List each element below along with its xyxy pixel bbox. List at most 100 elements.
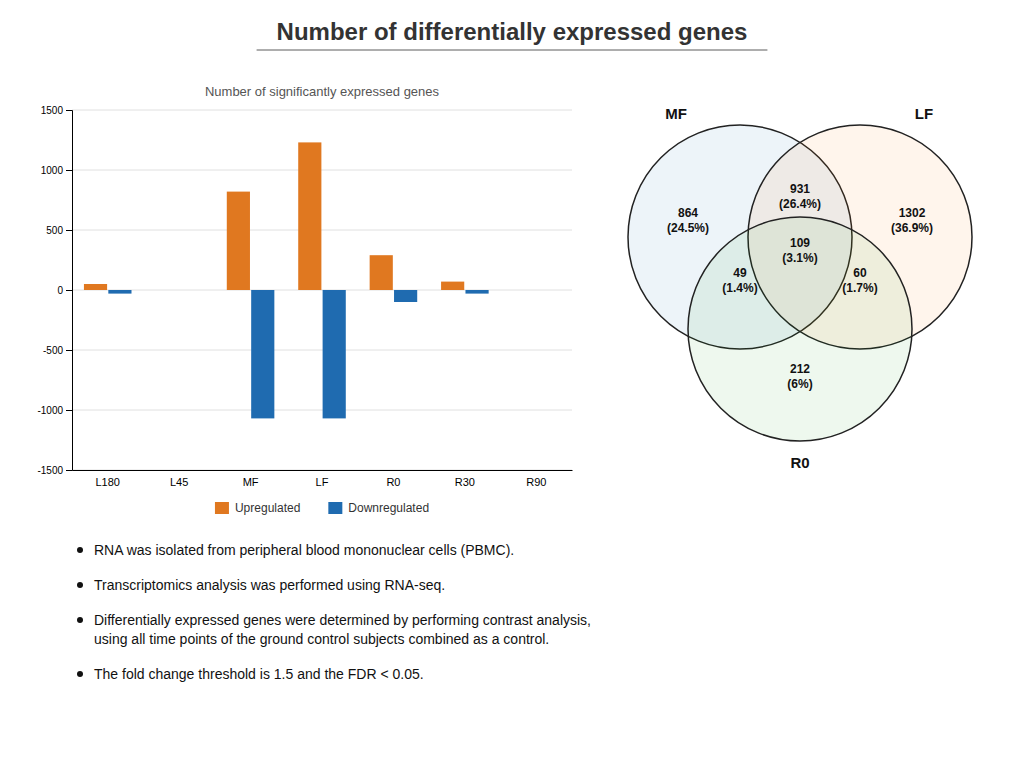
- tick-label: 1500: [41, 105, 64, 116]
- grid-line: [72, 110, 572, 111]
- venn-label: MF: [665, 105, 687, 122]
- region-percentage: (26.4%): [779, 197, 821, 211]
- chart-title: Number of significantly expressed genes: [205, 84, 440, 99]
- bar: [227, 192, 250, 290]
- bar: [155, 290, 178, 291]
- grid-line: [72, 350, 572, 351]
- region-value: 931: [790, 182, 810, 196]
- venn-region: 109(3.1%): [782, 236, 817, 265]
- region-percentage: (1.4%): [722, 281, 757, 295]
- bar: [180, 290, 203, 291]
- region-value: 212: [790, 362, 810, 376]
- x-axis: L180 L45 MF LF R0 R30 R90: [73, 470, 573, 488]
- notes: RNA was isolated from peripheral blood m…: [77, 542, 591, 682]
- grid-line: [72, 290, 572, 291]
- venn-label: R0: [790, 454, 809, 471]
- grid: [72, 110, 572, 470]
- grid-line: [72, 470, 572, 471]
- tick-label: -500: [43, 345, 63, 356]
- venn-region: 60(1.7%): [842, 266, 877, 295]
- note: Differentially expressed genes were dete…: [94, 612, 591, 647]
- legend-label: Downregulated: [348, 501, 429, 515]
- bar-chart: Number of significantly expressed genes -…: [37, 84, 572, 515]
- grid-line: [72, 410, 572, 411]
- tick-label: 0: [57, 285, 63, 296]
- bullet: [77, 582, 83, 588]
- tick-label: L180: [95, 476, 119, 488]
- tick-mark: [66, 290, 72, 291]
- grid-line: [72, 170, 572, 171]
- tick: L180: [95, 470, 119, 488]
- note: Transcriptomics analysis was performed u…: [94, 577, 445, 593]
- region-value: 1302: [899, 206, 926, 220]
- legend-item: Upregulated: [215, 501, 300, 515]
- venn-diagram: MFLFR0864(24.5%)1302(36.9%)931(26.4%)49(…: [628, 105, 972, 471]
- tick: -1000: [37, 405, 72, 416]
- tick: R90: [526, 470, 546, 488]
- tick-label: -1000: [37, 405, 63, 416]
- legend: Upregulated Downregulated: [215, 501, 429, 515]
- legend-item: Downregulated: [328, 501, 429, 515]
- tick: 500: [46, 225, 72, 236]
- venn-region: 864(24.5%): [667, 206, 709, 235]
- bar: [84, 284, 107, 290]
- tick-label: R30: [455, 476, 475, 488]
- series: [108, 290, 488, 418]
- region-percentage: (1.7%): [842, 281, 877, 295]
- region-percentage: (3.1%): [782, 251, 817, 265]
- tick-label: 500: [46, 225, 63, 236]
- tick-label: 1000: [41, 165, 64, 176]
- bar: [441, 282, 464, 290]
- grid-line: [72, 230, 572, 231]
- bar: [465, 290, 488, 294]
- note: RNA was isolated from peripheral blood m…: [94, 542, 514, 558]
- title-underline: [257, 50, 768, 51]
- tick: -1500: [37, 465, 72, 476]
- tick-label: LF: [316, 476, 329, 488]
- venn-circle: [688, 217, 912, 441]
- venn-region: 1302(36.9%): [891, 206, 933, 235]
- region-percentage: (24.5%): [667, 221, 709, 235]
- venn-region: 49(1.4%): [722, 266, 757, 295]
- bar: [537, 290, 560, 291]
- tick: LF: [316, 470, 329, 488]
- legend-swatch: [215, 502, 229, 514]
- tick: R30: [455, 470, 475, 488]
- tick-mark: [66, 470, 72, 471]
- y-axis: -1500 -1000 -500 0 500 1000 1500: [37, 105, 72, 476]
- venn-label: LF: [915, 105, 933, 122]
- tick-label: L45: [170, 476, 188, 488]
- tick-mark: [66, 170, 72, 171]
- tick: 1500: [41, 105, 72, 116]
- venn-region: 212(6%): [787, 362, 812, 391]
- tick-mark: [66, 410, 72, 411]
- bar: [394, 290, 417, 302]
- tick-label: MF: [243, 476, 259, 488]
- legend-label: Upregulated: [235, 501, 300, 515]
- tick: L45: [170, 470, 188, 488]
- tick-label: R90: [526, 476, 546, 488]
- bullet: [77, 671, 83, 677]
- region-value: 109: [790, 236, 810, 250]
- axis-line: [73, 470, 573, 471]
- tick: 1000: [41, 165, 72, 176]
- bar: [323, 290, 346, 418]
- region-percentage: (36.9%): [891, 221, 933, 235]
- bar: [298, 142, 321, 290]
- bar: [108, 290, 131, 294]
- tick-mark: [66, 350, 72, 351]
- tick: 0: [57, 285, 72, 296]
- tick-label: R0: [386, 476, 400, 488]
- region-value: 49: [733, 266, 747, 280]
- bullet: [77, 617, 83, 623]
- bar: [370, 255, 393, 290]
- region-percentage: (6%): [787, 377, 812, 391]
- bar: [513, 290, 536, 291]
- tick: -500: [43, 345, 72, 356]
- region-value: 864: [678, 206, 698, 220]
- figure: Number of differentially expressed genes…: [0, 0, 1024, 768]
- tick-mark: [66, 230, 72, 231]
- legend-swatch: [328, 502, 342, 514]
- title: Number of differentially expressed genes: [277, 18, 748, 45]
- note: The fold change threshold is 1.5 and the…: [94, 666, 424, 682]
